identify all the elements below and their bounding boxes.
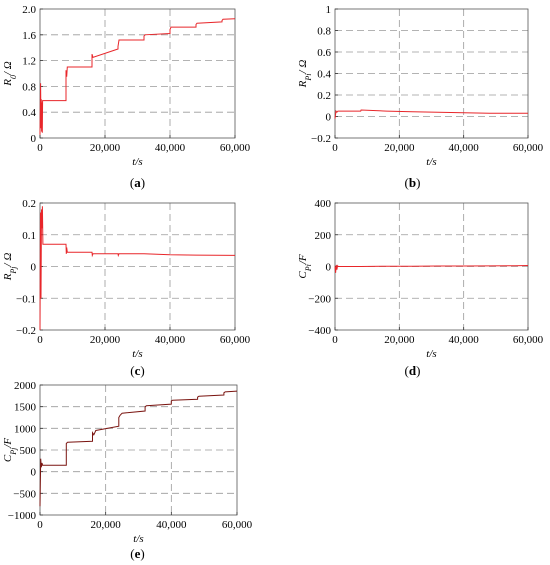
y-tick-label: 0.8 bbox=[22, 81, 36, 93]
y-tick-label: 0.1 bbox=[22, 230, 36, 242]
y-tick-label: 2000 bbox=[14, 380, 37, 392]
y-tick-label: −200 bbox=[308, 293, 331, 305]
x-tick-label: 40,000 bbox=[449, 142, 480, 154]
y-tick-label: 0 bbox=[326, 262, 332, 274]
y-axis-title: RPj/ Ω bbox=[2, 253, 18, 282]
chart-panel-a: 0 0.4 0.8 1.2 1.6 2.0 0 20,000 40,000 60,000 t/s R0… bbox=[0, 0, 275, 196]
x-axis-title: t/s bbox=[132, 156, 142, 168]
y-tick-label: 0.4 bbox=[317, 69, 331, 81]
y-tick-label: −500 bbox=[13, 488, 36, 500]
x-tick-label: 0 bbox=[37, 142, 43, 154]
x-tick-label: 60,000 bbox=[513, 334, 544, 346]
x-tick-label: 40,000 bbox=[449, 334, 480, 346]
y-tick-label: −0.2 bbox=[311, 133, 331, 145]
x-axis-title: t/s bbox=[133, 533, 143, 545]
y-axis-title: CPj/F bbox=[2, 438, 18, 463]
series-line bbox=[39, 390, 238, 507]
x-axis-title: t/s bbox=[426, 348, 436, 360]
x-tick-label: 40,000 bbox=[156, 519, 187, 531]
x-tick-label: 60,000 bbox=[220, 334, 251, 346]
caption-e: (e) bbox=[130, 546, 145, 561]
y-tick-label: 0.2 bbox=[317, 90, 331, 102]
chart-panel-d: −400 −200 0 200 400 0 20,000 40,000 60,000 t/s CPi… bbox=[275, 193, 550, 381]
y-tick-label: 0.6 bbox=[317, 47, 331, 59]
caption-d-letter: d bbox=[408, 363, 417, 378]
x-tick-label: 20,000 bbox=[384, 142, 415, 154]
x-tick-label: 60,000 bbox=[222, 519, 253, 531]
series-line bbox=[334, 264, 529, 273]
chart-a-svg: 0 0.4 0.8 1.2 1.6 2.0 0 20,000 40,000 60,000 t/s R0… bbox=[2, 4, 251, 168]
x-tick-label: 20,000 bbox=[90, 334, 121, 346]
y-axis-title: RPi/ Ω bbox=[297, 60, 313, 89]
y-axis-title: CPi/F bbox=[297, 254, 313, 279]
x-tick-label: 20,000 bbox=[91, 519, 122, 531]
y-tick-label: 2.0 bbox=[22, 4, 36, 16]
caption-c: (c) bbox=[130, 363, 145, 378]
x-axis-title: t/s bbox=[426, 156, 436, 168]
caption-a: (a) bbox=[129, 175, 146, 190]
caption-e-letter: e bbox=[134, 546, 141, 561]
x-tick-label: 40,000 bbox=[155, 334, 186, 346]
y-tick-label: 1.6 bbox=[22, 30, 36, 42]
x-tick-label: 20,000 bbox=[384, 334, 415, 346]
chart-d-svg: −400 −200 0 200 400 0 20,000 40,000 60,000 t/s CPi… bbox=[297, 198, 544, 360]
caption-c-letter: c bbox=[134, 363, 141, 378]
x-tick-label: 0 bbox=[37, 334, 43, 346]
caption-a-letter: a bbox=[134, 175, 141, 190]
y-tick-label: 0.2 bbox=[22, 198, 36, 210]
caption-b: (b) bbox=[404, 175, 421, 190]
y-tick-label: 200 bbox=[315, 230, 332, 242]
chart-panel-e: −1000 −500 0 500 1000 1500 2000 0 20,000 40,000 60… bbox=[0, 378, 275, 565]
chart-panel-c: −0.2 −0.1 0 0.1 0.2 0 20,000 40,000 60,000 t/s RPj… bbox=[0, 193, 275, 381]
y-tick-label: −0.2 bbox=[16, 325, 36, 337]
x-tick-label: 0 bbox=[332, 142, 338, 154]
plot-frame bbox=[39, 8, 236, 139]
series-line bbox=[39, 206, 236, 331]
x-tick-label: 60,000 bbox=[220, 142, 251, 154]
y-tick-label: −1000 bbox=[8, 510, 37, 522]
y-tick-label: 0 bbox=[31, 467, 37, 479]
y-tick-label: 0 bbox=[31, 262, 37, 274]
y-axis-title: R0/ Ω bbox=[2, 61, 18, 87]
x-axis-title: t/s bbox=[132, 348, 142, 360]
y-tick-label: 1.2 bbox=[22, 56, 36, 68]
y-tick-label: 400 bbox=[315, 198, 332, 210]
y-tick-label: 1000 bbox=[14, 423, 37, 435]
caption-d: (d) bbox=[404, 363, 421, 378]
x-tick-label: 40,000 bbox=[155, 142, 186, 154]
y-tick-label: 0 bbox=[326, 112, 332, 124]
y-tick-label: 0.4 bbox=[22, 107, 36, 119]
y-tick-label: 1500 bbox=[14, 402, 37, 414]
y-tick-label: −400 bbox=[308, 325, 331, 337]
series-line bbox=[39, 18, 236, 135]
chart-b-svg: −0.200.20.40.60.810 20,000 40,000 60,000t/s… bbox=[297, 4, 544, 168]
chart-panel-b: −0.2 0 0.2 0.4 0.6 0.8 1 0 20,000 40,000 60,000 t/s… bbox=[275, 0, 550, 196]
chart-c-svg: −0.2 −0.1 0 0.1 0.2 0 20,000 40,000 60,000 t/s RPj… bbox=[2, 198, 251, 360]
x-tick-label: 0 bbox=[37, 519, 43, 531]
chart-e-svg: −1000 −500 0 500 1000 1500 2000 0 20,000 40,000 60… bbox=[2, 380, 253, 545]
y-tick-label: 0 bbox=[31, 133, 37, 145]
y-tick-label: 0.8 bbox=[317, 26, 331, 38]
x-tick-label: 20,000 bbox=[90, 142, 121, 154]
y-tick-label: 500 bbox=[20, 445, 37, 457]
y-tick-label: −0.1 bbox=[16, 293, 36, 305]
x-tick-label: 60,000 bbox=[513, 142, 544, 154]
series-line bbox=[334, 109, 528, 119]
y-tick-label: 1 bbox=[326, 4, 332, 16]
x-tick-label: 0 bbox=[332, 334, 338, 346]
caption-b-letter: b bbox=[408, 175, 417, 190]
